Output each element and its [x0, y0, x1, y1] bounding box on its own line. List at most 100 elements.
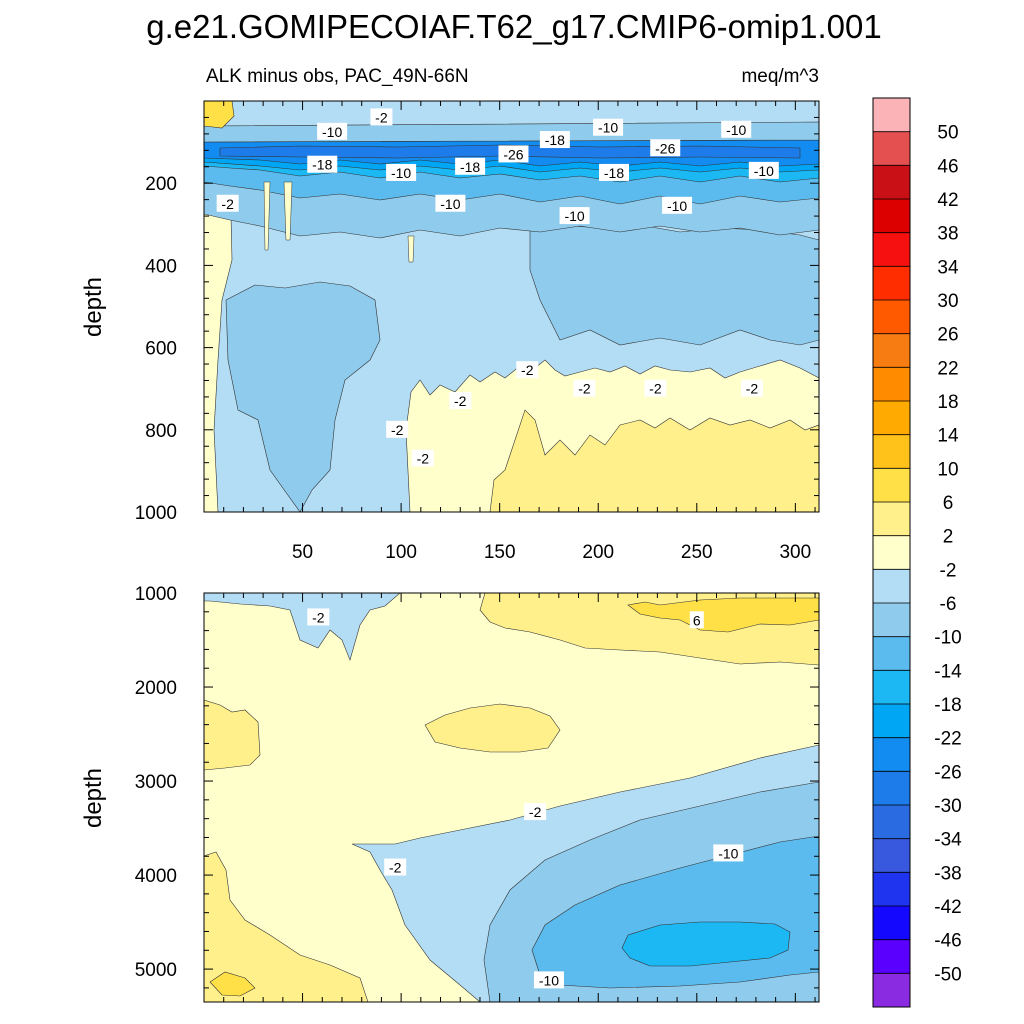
contour-label: -10: [726, 122, 746, 138]
colorbar-level-label: 34: [937, 257, 959, 278]
colorbar-swatch: [873, 838, 910, 873]
contour-label: -18: [604, 165, 624, 181]
contour-label: -10: [564, 208, 584, 224]
colorbar-level-label: 46: [937, 156, 958, 177]
colorbar-level-label: 6: [943, 493, 954, 514]
top-x-tick-label: 250: [681, 542, 713, 563]
top-y-axis-label: depth: [80, 277, 107, 337]
contour-label: -2: [375, 109, 388, 125]
colorbar-swatch: [873, 367, 910, 402]
contour-label: -2: [649, 381, 662, 397]
colorbar-level-label: -22: [934, 729, 961, 750]
colorbar-swatch: [873, 434, 910, 469]
top-axis-ticks: [204, 100, 819, 513]
bottom-band-minus2-top: [204, 593, 401, 661]
colorbar-swatch: [873, 333, 910, 368]
colorbar-swatch: [873, 636, 910, 671]
colorbar-level-label: 14: [937, 426, 959, 447]
contour-label-box: [721, 120, 752, 138]
top-x-tick-labels: 50 100 150 200 250 300: [292, 542, 811, 563]
contour-label-box: [599, 163, 629, 181]
contour-label: -10: [391, 165, 411, 181]
colorbar-swatch: [873, 266, 910, 301]
contour-label-box: [662, 196, 693, 214]
bottom-band-6-left: [209, 971, 256, 997]
colorbar-level-label: 38: [937, 224, 958, 245]
contour-label-box: [524, 803, 547, 821]
contour-label: -18: [312, 157, 332, 173]
bottom-band-positive-centre: [424, 703, 561, 753]
bottom-y-axis-label: depth: [80, 768, 107, 828]
contour-label: 6: [693, 612, 701, 628]
contour-label-box: [713, 844, 744, 862]
bottom-y-tick-label: 1000: [135, 584, 177, 605]
contour-label: -18: [545, 132, 565, 148]
colorbar-level-label: -14: [934, 661, 962, 682]
contour-label-box: [559, 207, 590, 225]
contour-label: -2: [312, 609, 325, 625]
colorbar-level-label: -2: [940, 560, 957, 581]
bottom-contour-labels: -2 6 -2 -2 -10 -10: [307, 608, 744, 989]
contour-label: -10: [440, 196, 460, 212]
top-band-positive-bottom: [489, 409, 819, 512]
top-y-tick-labels: 200 400 600 800 1000: [135, 174, 177, 524]
colorbar-frame: [872, 97, 911, 1008]
bottom-y-tick-label: 5000: [135, 960, 177, 981]
bottom-y-tick-label: 3000: [135, 772, 177, 793]
colorbar-swatch: [873, 131, 910, 166]
bottom-band-6-topright: [627, 597, 819, 633]
contour-label-box: [317, 122, 348, 140]
contour-label-box: [386, 163, 417, 181]
bottom-panel: 1000 2000 3000 4000 5000 depth -2 6 -2 -2 -10 -10: [80, 584, 820, 1003]
top-contour-labels: -2 -10 -18 -10 -10 -26 -26 -18 -10 -18 -18 -10 -2 -10…: [216, 108, 779, 467]
contour-label: -18: [460, 159, 480, 175]
colorbar-level-label: -10: [934, 628, 961, 649]
contour-label-box: [435, 194, 466, 212]
colorbar-swatch: [873, 805, 910, 839]
colorbar-level-label: -34: [934, 830, 962, 851]
bottom-contour-field: [204, 593, 819, 1002]
colorbar-level-label: 10: [937, 459, 958, 480]
contour-label-box: [455, 157, 486, 175]
top-y-tick-label: 200: [145, 174, 177, 195]
top-panel-units: meq/m^3: [741, 66, 819, 87]
bottom-y-tick-labels: 1000 2000 3000 4000 5000: [135, 584, 177, 981]
contour-label-box: [593, 118, 624, 136]
contour-label-box: [498, 145, 529, 163]
contour-label-box: [307, 155, 338, 173]
chart-title: g.e21.GOMIPECOIAF.T62_g17.CMIP6-omip1.00…: [146, 8, 882, 45]
contour-label-box: [573, 379, 596, 397]
top-contour-field: [204, 101, 819, 512]
colorbar-swatch: [873, 771, 910, 806]
contour-label: -2: [529, 804, 542, 820]
top-x-tick-label: 300: [779, 542, 811, 563]
contour-label-box: [384, 858, 407, 876]
colorbar-level-label: -18: [934, 695, 961, 716]
contour-label: -2: [417, 451, 430, 467]
bottom-band-minus14: [621, 921, 791, 967]
contour-label: -26: [655, 140, 675, 156]
top-plot-frame: [203, 100, 820, 513]
top-y-tick-label: 800: [145, 421, 177, 442]
contour-label: -2: [746, 381, 759, 397]
contour-label-box: [740, 379, 763, 397]
bottom-y-tick-label: 2000: [135, 678, 177, 699]
colorbar-swatch: [873, 872, 910, 907]
bottom-y-tick-label: 4000: [135, 866, 177, 887]
contour-label-box: [748, 161, 779, 179]
colorbar-swatch: [873, 165, 910, 200]
contour-label: -10: [598, 120, 618, 136]
colorbar-level-label: 18: [937, 392, 958, 413]
colorbar-swatch: [873, 737, 910, 772]
top-panel: ALK minus obs, PAC_49N-66N meq/m^3: [80, 66, 820, 563]
top-x-tick-label: 150: [484, 542, 516, 563]
top-y-tick-label: 400: [145, 256, 177, 277]
bottom-band-positive-leftmid: [204, 699, 261, 771]
colorbar-level-label: -42: [934, 897, 961, 918]
colorbar-level-label: 26: [937, 325, 958, 346]
bottom-band-positive-left: [204, 851, 369, 1002]
top-y-tick-label: 1000: [135, 503, 177, 524]
top-x-tick-label: 100: [385, 542, 417, 563]
contour-label: -2: [454, 393, 467, 409]
